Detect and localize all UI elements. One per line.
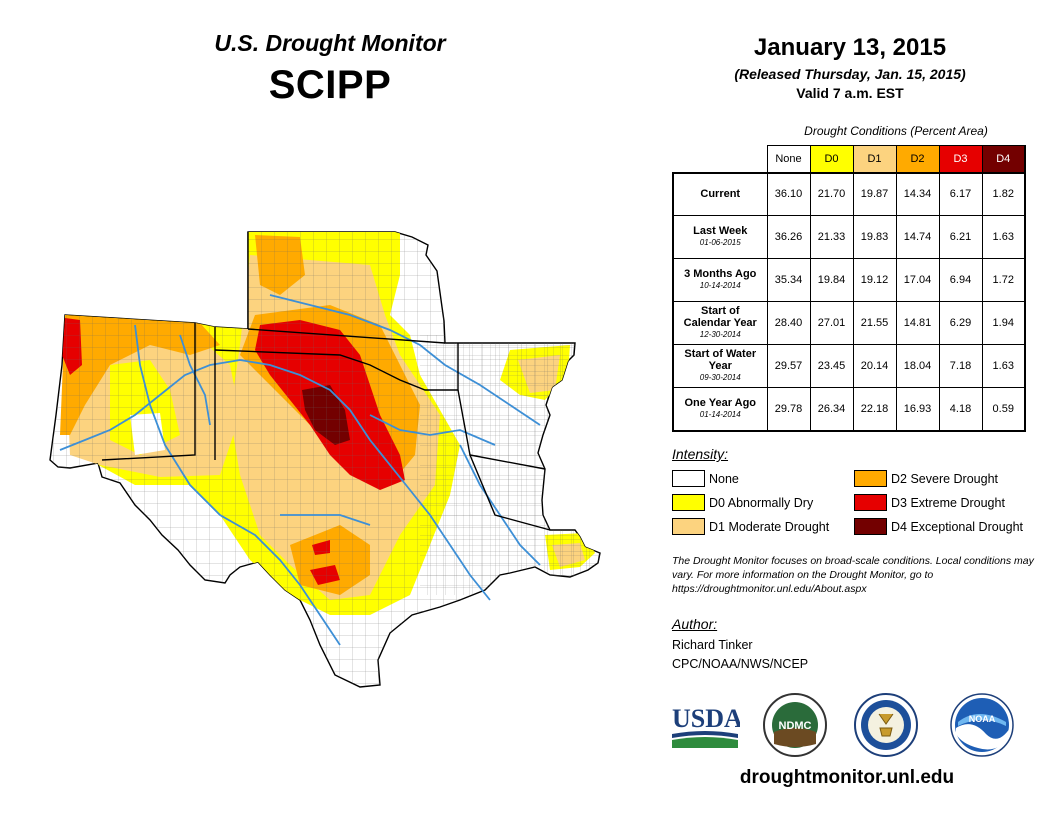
- table-row: One Year Ago 01-14-2014 29.78 26.34 22.18…: [672, 387, 1026, 432]
- ndmc-logo: NDMC: [763, 693, 827, 757]
- table-cell: 28.40: [766, 301, 811, 345]
- table-cell: 26.34: [809, 387, 854, 432]
- state-boundaries: [101, 232, 551, 531]
- table-cell: 29.78: [766, 387, 811, 432]
- legend-swatch: [854, 494, 887, 511]
- doc-seal-logo: [854, 693, 918, 757]
- col-header-d4: D4: [981, 145, 1026, 173]
- table-cell: 21.33: [809, 215, 854, 259]
- valid-time: Valid 7 a.m. EST: [796, 85, 904, 101]
- table-cell: 6.21: [938, 215, 983, 259]
- legend-swatch: [672, 494, 705, 511]
- table-cell: 19.84: [809, 258, 854, 302]
- table-cell: 1.94: [981, 301, 1026, 345]
- table-cell: 14.34: [895, 171, 940, 216]
- table-cell: 14.74: [895, 215, 940, 259]
- table-cell: 7.18: [938, 344, 983, 388]
- col-header-d0: D0: [809, 145, 854, 173]
- row-label: Last Week 01-06-2015: [672, 215, 768, 259]
- col-header-d1: D1: [852, 145, 897, 173]
- author-label: Author:: [672, 616, 718, 632]
- legend-swatch: [854, 470, 887, 487]
- table-row: Current 36.10 21.70 19.87 14.34 6.17 1.8…: [672, 171, 1026, 216]
- table-cell: 20.14: [852, 344, 897, 388]
- rivers: [59, 294, 541, 646]
- legend-swatch: [672, 470, 705, 487]
- col-header-d3: D3: [938, 145, 983, 173]
- row-label: One Year Ago 01-14-2014: [672, 387, 768, 432]
- legend-item-d2: D2 Severe Drought: [854, 470, 998, 487]
- table-cell: 14.81: [895, 301, 940, 345]
- col-header-none: None: [766, 145, 811, 173]
- row-label: Start of Calendar Year 12-30-2014: [672, 301, 768, 345]
- table-row: 3 Months Ago 10-14-2014 35.34 19.84 19.12…: [672, 258, 1026, 302]
- table-cell: 16.93: [895, 387, 940, 432]
- legend-item-d0: D0 Abnormally Dry: [672, 494, 813, 511]
- table-cell: 18.04: [895, 344, 940, 388]
- table-cell: 36.26: [766, 215, 811, 259]
- svg-text:NDMC: NDMC: [779, 720, 812, 732]
- table-cell: 19.87: [852, 171, 897, 216]
- table-cell: 1.63: [981, 215, 1026, 259]
- legend-title: Intensity:: [672, 446, 729, 462]
- table-cell: 6.29: [938, 301, 983, 345]
- table-cell: 1.72: [981, 258, 1026, 302]
- table-cell: 36.10: [766, 171, 811, 216]
- disclaimer-note: The Drought Monitor focuses on broad-sca…: [672, 555, 1034, 595]
- agency-logos: USDA NDMC NOAA: [668, 692, 1048, 758]
- source-url[interactable]: droughtmonitor.unl.edu: [739, 767, 955, 788]
- table-cell: 4.18: [938, 387, 983, 432]
- legend-item-none: None: [672, 470, 739, 487]
- usda-logo: USDA: [672, 704, 740, 748]
- legend-swatch: [854, 518, 887, 535]
- table-cell: 0.59: [981, 387, 1026, 432]
- svg-text:NOAA: NOAA: [969, 714, 996, 724]
- row-label: 3 Months Ago 10-14-2014: [672, 258, 768, 302]
- table-cell: 1.63: [981, 344, 1026, 388]
- table-row: Start of Water Year 09-30-2014 29.57 23.4…: [672, 344, 1026, 388]
- table-cell: 22.18: [852, 387, 897, 432]
- release-date: (Released Thursday, Jan. 15, 2015): [734, 66, 966, 82]
- author-name: Richard Tinker: [672, 638, 753, 652]
- table-cell: 17.04: [895, 258, 940, 302]
- table-cell: 29.57: [766, 344, 811, 388]
- legend-item-d1: D1 Moderate Drought: [672, 518, 829, 535]
- date-block: January 13, 2015 (Released Thursday, Jan…: [680, 34, 1020, 101]
- table-cell: 19.12: [852, 258, 897, 302]
- row-label: Current: [672, 171, 768, 216]
- region-title: SCIPP: [268, 63, 392, 107]
- table-cell: 23.45: [809, 344, 854, 388]
- legend-swatch: [672, 518, 705, 535]
- table-cell: 6.94: [938, 258, 983, 302]
- table-cell: 1.82: [981, 171, 1026, 216]
- table-caption: Drought Conditions (Percent Area): [804, 124, 988, 138]
- map-title-block: U.S. Drought Monitor SCIPP: [180, 30, 480, 108]
- table-cell: 21.70: [809, 171, 854, 216]
- table-cell: 19.83: [852, 215, 897, 259]
- drought-conditions-table: None D0 D1 D2 D3 D4 Current 36.10 21.70 …: [672, 145, 1026, 432]
- legend-item-d3: D3 Extreme Drought: [854, 494, 1005, 511]
- col-header-d2: D2: [895, 145, 940, 173]
- table-cell: 6.17: [938, 171, 983, 216]
- table-cell: 21.55: [852, 301, 897, 345]
- drought-map: [49, 231, 601, 688]
- table-cell: 35.34: [766, 258, 811, 302]
- table-row: Start of Calendar Year 12-30-2014 28.40 2…: [672, 301, 1026, 345]
- author-org: CPC/NOAA/NWS/NCEP: [672, 657, 809, 671]
- legend: None D0 Abnormally Dry D1 Moderate Droug…: [672, 470, 1052, 540]
- legend-item-d4: D4 Exceptional Drought: [854, 518, 1023, 535]
- noaa-logo: NOAA: [950, 693, 1014, 757]
- row-label: Start of Water Year 09-30-2014: [672, 344, 768, 388]
- svg-text:USDA: USDA: [672, 704, 740, 733]
- monitor-title: U.S. Drought Monitor: [214, 30, 446, 56]
- table-row: Last Week 01-06-2015 36.26 21.33 19.83 14…: [672, 215, 1026, 259]
- map-date: January 13, 2015: [753, 34, 947, 61]
- table-cell: 27.01: [809, 301, 854, 345]
